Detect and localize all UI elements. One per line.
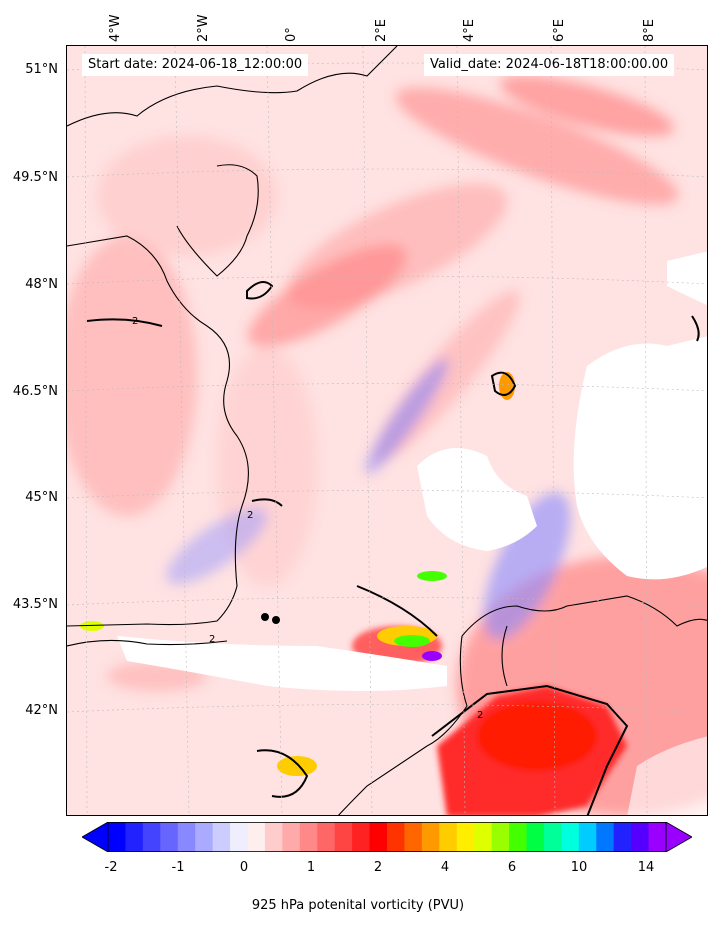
contour-label: 2: [132, 316, 138, 327]
colorbar-tick: -1: [171, 860, 185, 875]
colorbar-cell: [387, 822, 405, 852]
map-field-svg: 2 2 2 2: [67, 46, 707, 815]
colorbar-cell: [247, 822, 266, 852]
lat-label-51n: 51°N: [25, 62, 58, 77]
colorbar-cell: [561, 822, 580, 852]
colorbar-cell: [474, 822, 493, 852]
colorbar-cell: [230, 822, 248, 852]
colorbar-border: [107, 822, 667, 852]
colorbar-cell: [543, 822, 562, 852]
colorbar-cell: [631, 822, 650, 852]
lon-label-2e: 2°E: [374, 19, 389, 42]
colorbar-cell: [212, 822, 231, 852]
lat-label-45n: 45°N: [25, 490, 58, 505]
start-date-label: Start date: 2024-06-18_12:00:00: [82, 54, 309, 76]
colorbar-cell: [142, 822, 161, 852]
colorbar-cells: [82, 822, 692, 852]
colorbar-cell: [282, 822, 301, 852]
colorbar-cell: [299, 822, 318, 852]
colorbar-cell: [509, 822, 527, 852]
lon-label-4w: 4°W: [108, 14, 123, 42]
lon-label-6e: 6°E: [552, 19, 567, 42]
colorbar-tick: 0: [239, 860, 249, 875]
colorbar-tick: 4: [440, 860, 450, 875]
pv-shading: [67, 75, 707, 815]
lon-label-4e: 4°E: [462, 19, 477, 42]
colorbar-cell: [334, 822, 353, 852]
colorbar-extend-max: [665, 822, 692, 852]
colorbar-tick: 1: [306, 860, 316, 875]
colorbar-tick: 10: [570, 860, 588, 875]
valid-date-label: Valid_date: 2024-06-18T18:00:00.00: [424, 54, 675, 76]
lat-label-46-5n: 46.5°N: [12, 384, 58, 399]
colorbar-cell: [108, 822, 126, 852]
lon-label-8e: 8°E: [642, 19, 657, 42]
colorbar-cell: [578, 822, 597, 852]
lat-label-42n: 42°N: [25, 703, 58, 718]
contour-label: 2: [209, 634, 215, 645]
lon-label-2w: 2°W: [196, 14, 211, 42]
lon-label-0: 0°: [284, 27, 299, 42]
colorbar-tick: 6: [507, 860, 517, 875]
colorbar-cell: [352, 822, 371, 852]
graticule: [67, 46, 707, 815]
pv-high-region: [352, 626, 627, 815]
colorbar-cell: [439, 822, 458, 852]
colorbar-cell: [177, 822, 196, 852]
colorbar-cell: [404, 822, 423, 852]
colorbar-cell: [596, 822, 615, 852]
coastlines: [67, 46, 707, 815]
colorbar: [82, 822, 692, 852]
colorbar-cell: [526, 822, 545, 852]
colorbar-cell: [491, 822, 510, 852]
colorbar-extend-min: [82, 822, 109, 852]
pv-contours: [86, 281, 700, 815]
map-panel: 2 2 2 2: [66, 45, 708, 816]
colorbar-cell: [648, 822, 667, 852]
contour-label: 2: [247, 510, 253, 521]
colorbar-label: 925 hPa potenital vorticity (PVU): [251, 898, 465, 913]
masked-terrain: [117, 251, 707, 815]
colorbar-tick: 14: [637, 860, 655, 875]
station-marker: [261, 613, 269, 621]
colorbar-cell: [421, 822, 440, 852]
lat-label-49-5n: 49.5°N: [12, 170, 58, 185]
colorbar-cell: [195, 822, 214, 852]
lat-label-48n: 48°N: [25, 277, 58, 292]
station-marker: [272, 616, 280, 624]
lat-label-43-5n: 43.5°N: [12, 597, 58, 612]
colorbar-cell: [160, 822, 179, 852]
contour-label: 2: [477, 710, 483, 721]
colorbar-cell: [613, 822, 632, 852]
pv-extreme-blobs: [80, 372, 515, 776]
colorbar-cell: [456, 822, 475, 852]
colorbar-cell: [264, 822, 283, 852]
colorbar-tick: 2: [373, 860, 383, 875]
colorbar-cell: [125, 822, 144, 852]
colorbar-cell: [369, 822, 388, 852]
colorbar-cell: [317, 822, 336, 852]
colorbar-tick: -2: [104, 860, 118, 875]
